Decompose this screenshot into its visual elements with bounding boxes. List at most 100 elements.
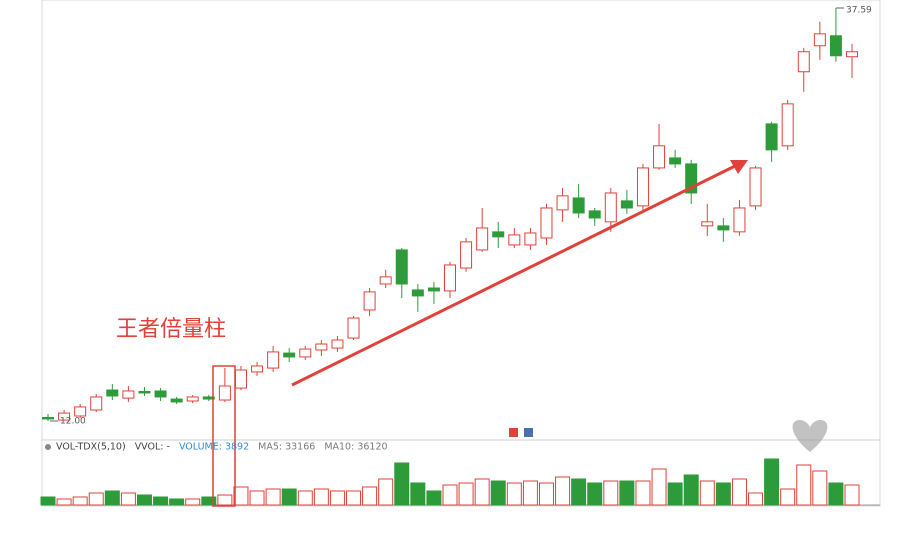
volume-bar (297, 490, 313, 506)
candle-body (154, 390, 167, 398)
highlight-box (212, 365, 236, 507)
candle-body (669, 157, 682, 165)
candle-body (42, 416, 54, 420)
volume-bar (796, 464, 812, 506)
candle-body (556, 195, 569, 211)
volume-bar (56, 498, 72, 506)
candle-body (234, 369, 247, 389)
candle-body (476, 227, 489, 251)
candle-body (685, 163, 698, 194)
volume-bar (555, 476, 571, 506)
candle-body (106, 389, 119, 397)
candle-body (781, 103, 794, 147)
candle-body (701, 221, 714, 227)
volume-bar (104, 490, 120, 506)
candle-body (218, 385, 231, 401)
volume-bar (185, 498, 201, 506)
volume-bar (120, 492, 136, 506)
candle-body (829, 35, 842, 57)
volume-bar (329, 490, 345, 506)
volume-bar (587, 482, 603, 506)
candle-body (379, 276, 392, 285)
candle-body (717, 225, 730, 231)
candle-body (540, 207, 553, 239)
heart-icon (792, 420, 828, 452)
candle-body (251, 365, 264, 373)
annotation: 王者倍量柱 (116, 317, 226, 342)
volume-header-item: MA5: 33166 (258, 442, 315, 453)
volume-bar (217, 494, 233, 506)
volume-bar (619, 480, 635, 506)
candle-body (299, 348, 312, 358)
volume-bar (458, 482, 474, 506)
candle-body (395, 249, 408, 285)
candle-body (846, 51, 858, 58)
candle-body (74, 406, 87, 417)
volume-bar (249, 490, 265, 506)
volume-bar (522, 480, 538, 506)
volume-bar (40, 496, 56, 506)
volume-bar (72, 496, 88, 506)
candle-body (588, 210, 601, 219)
volume-header-item: VVOL: - (135, 442, 170, 453)
volume-bar (136, 494, 152, 506)
volume-bar (748, 492, 764, 506)
candle-body (733, 207, 746, 233)
icon (509, 428, 518, 437)
volume-header-item: VOL-TDX(5,10) (56, 442, 126, 453)
candle-body (363, 291, 376, 311)
candle-body (765, 123, 778, 151)
candle-body (797, 51, 810, 73)
volume-bar (699, 480, 715, 506)
candle-body (572, 197, 585, 214)
volume-bar (169, 498, 185, 506)
header-dot (45, 444, 51, 450)
candle-body (411, 289, 424, 297)
trend-arrow (291, 164, 736, 387)
candle-body (620, 200, 633, 209)
price-marker-label: 12.00 (60, 417, 86, 427)
volume-bar (828, 482, 844, 506)
volume-bars (40, 458, 860, 506)
candle-body (636, 167, 649, 207)
candle-body (267, 351, 280, 369)
candle-body (315, 343, 328, 351)
volume-bar (844, 484, 860, 506)
volume-bar (780, 488, 796, 506)
candle-body (524, 232, 537, 246)
volume-bar (635, 480, 651, 506)
volume-bar (153, 496, 169, 506)
volume-bar (474, 478, 490, 506)
volume-bar (378, 478, 394, 506)
volume-bar (731, 478, 747, 506)
volume-header-item: MA10: 36120 (324, 442, 387, 453)
volume-bar (201, 496, 217, 506)
volume-bar (442, 484, 458, 506)
volume-bar (265, 488, 281, 506)
candle-body (749, 167, 762, 207)
candle-body (138, 390, 151, 394)
volume-bar (490, 480, 506, 506)
volume-bar (603, 480, 619, 506)
candle-body (604, 192, 617, 223)
candle-body (122, 390, 135, 399)
volume-bar (362, 486, 378, 506)
volume-bar (571, 478, 587, 506)
candle-body (90, 396, 103, 411)
volume-bar (651, 468, 667, 506)
volume-bar (715, 482, 731, 506)
candle-body (444, 264, 456, 292)
candles (42, 8, 858, 421)
candle-body (347, 317, 360, 339)
candle-body (460, 241, 473, 269)
volume-bar (683, 474, 699, 506)
candle-body (427, 287, 440, 292)
volume-header-item: VOLUME: 3892 (179, 442, 249, 453)
volume-header: VOL-TDX(5,10) VVOL: - VOLUME: 3892 MA5: 331… (45, 442, 388, 453)
candle-body (170, 398, 183, 403)
volume-bar (394, 462, 410, 506)
candle-body (508, 234, 521, 246)
volume-bar (667, 482, 683, 506)
volume-bar (88, 492, 104, 506)
